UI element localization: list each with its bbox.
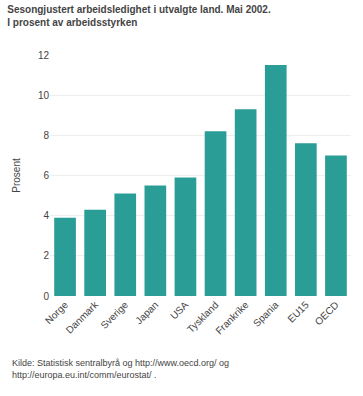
svg-text:0: 0	[43, 291, 49, 302]
svg-text:6: 6	[43, 170, 49, 181]
svg-text:10: 10	[38, 90, 50, 101]
svg-text:Prosent: Prosent	[11, 158, 22, 193]
svg-text:Japan: Japan	[133, 299, 160, 326]
svg-text:Kilde: Statistisk sentralbyrå: Kilde: Statistisk sentralbyrå og http://…	[12, 358, 229, 380]
svg-text:Sesongjustert arbeidsledighet: Sesongjustert arbeidsledighet i utvalgte…	[7, 4, 271, 28]
svg-text:Danmark: Danmark	[64, 298, 101, 335]
svg-text:8: 8	[43, 130, 49, 141]
svg-text:OECD: OECD	[313, 299, 341, 327]
svg-text:12: 12	[38, 50, 50, 61]
svg-text:2: 2	[43, 250, 49, 261]
svg-text:EU15: EU15	[285, 299, 311, 325]
svg-text:Sverige: Sverige	[98, 299, 130, 331]
svg-text:USA: USA	[168, 299, 191, 322]
svg-text:Norge: Norge	[43, 299, 70, 326]
svg-text:Tyskland: Tyskland	[185, 299, 221, 335]
svg-text:Spania: Spania	[251, 299, 281, 329]
svg-text:Frankrike: Frankrike	[213, 299, 251, 337]
svg-text:4: 4	[43, 210, 49, 221]
